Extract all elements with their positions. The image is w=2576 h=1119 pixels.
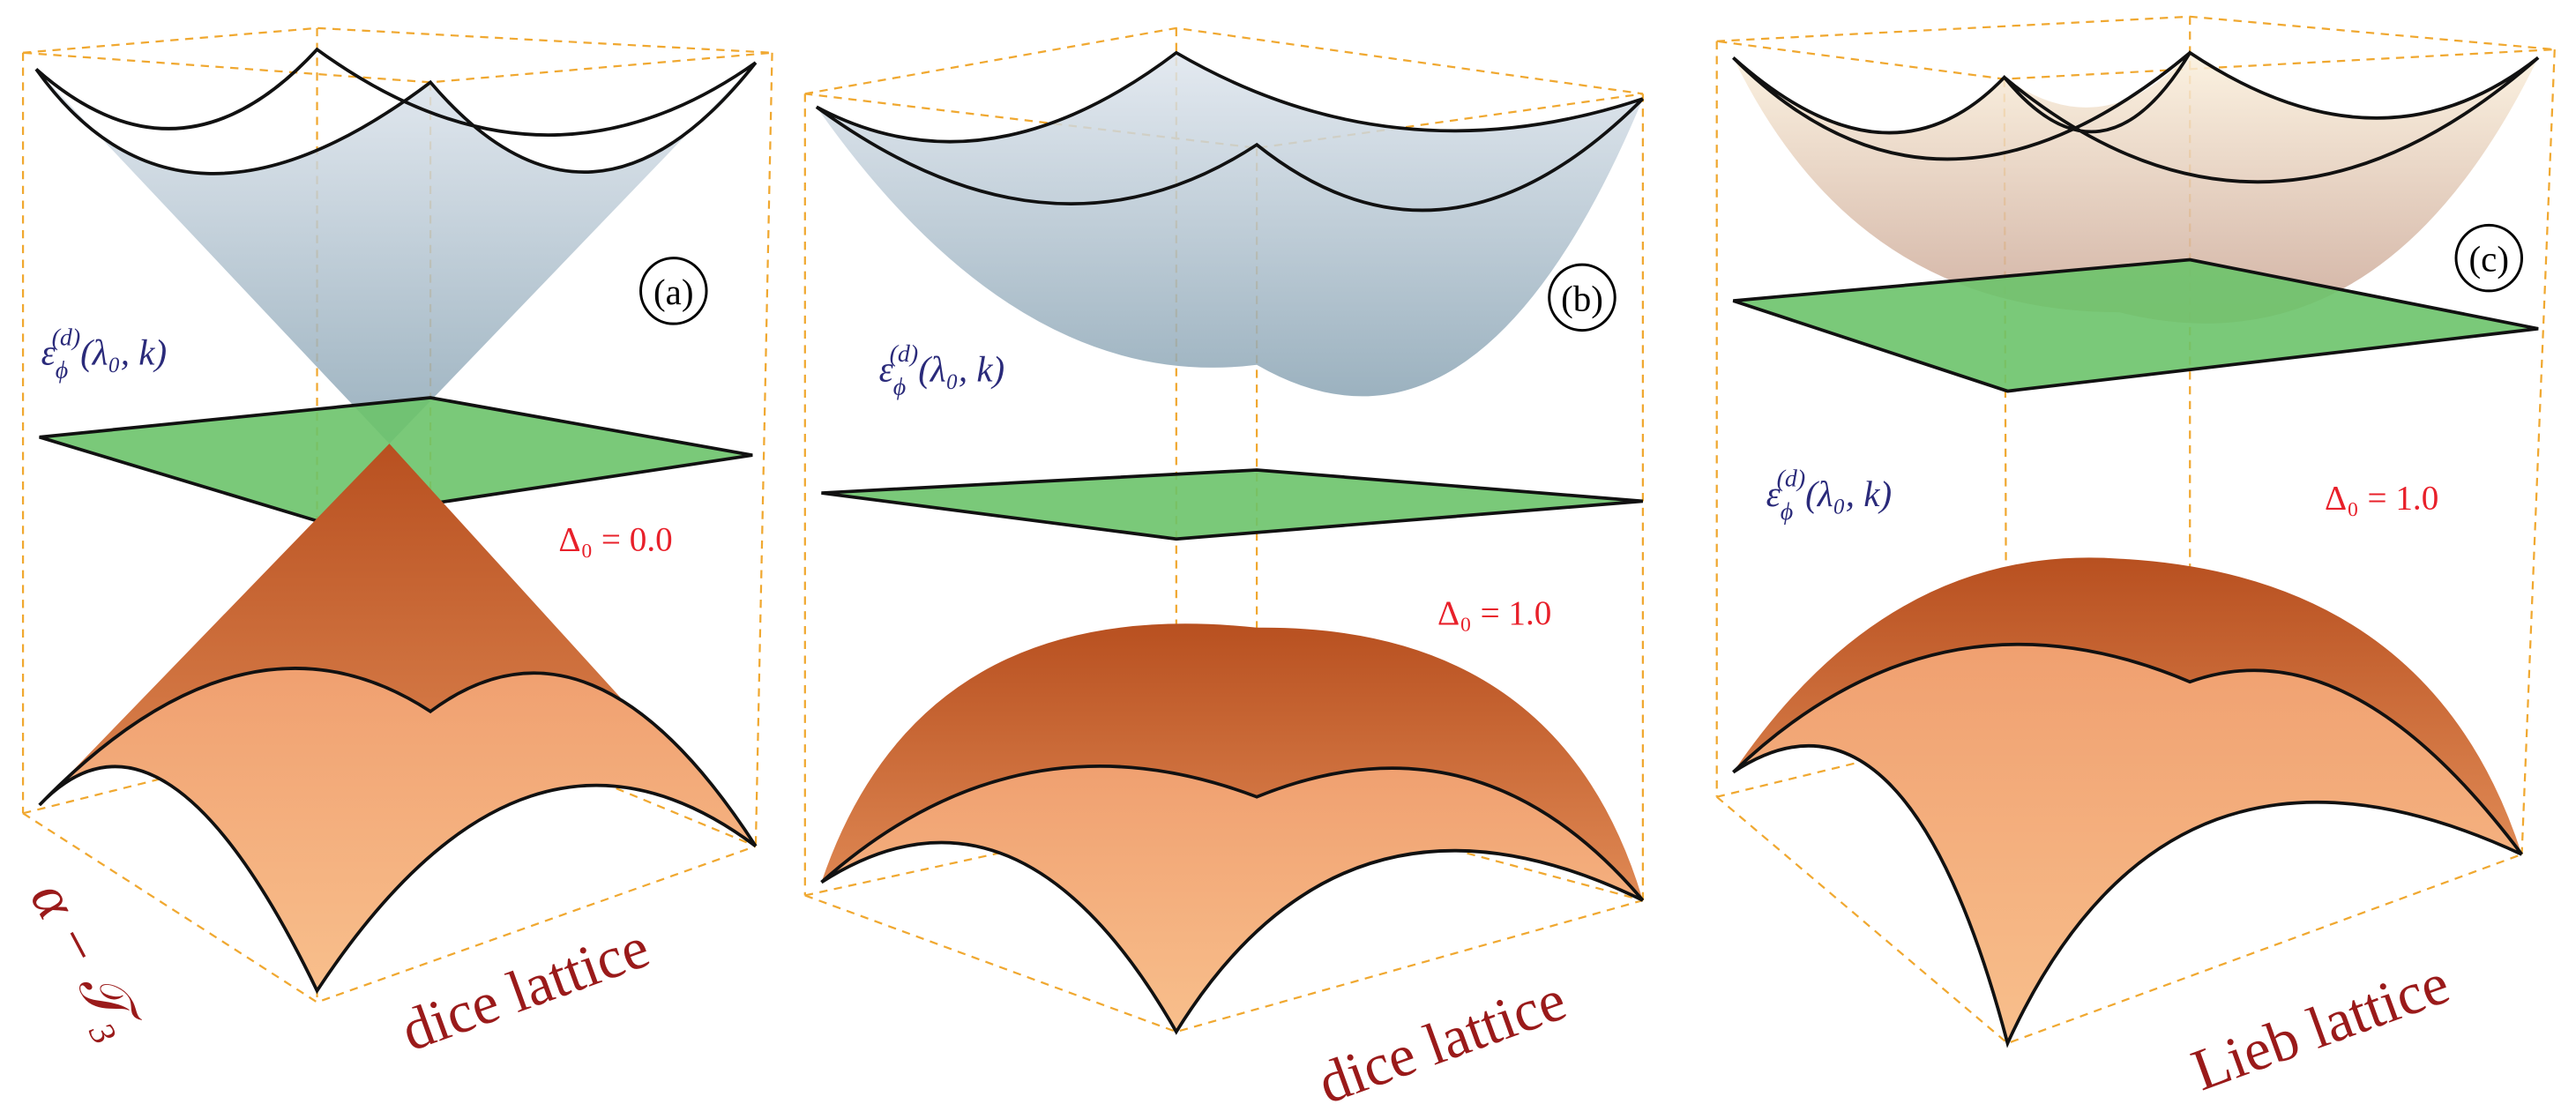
lattice-label: dice lattice bbox=[1310, 966, 1574, 1116]
lower-band-back bbox=[821, 623, 1643, 901]
label-circle bbox=[639, 257, 708, 325]
lower-band-front bbox=[1733, 644, 2522, 1044]
lower-band-back bbox=[1733, 557, 2522, 854]
arguments: (λ₀, k) bbox=[80, 332, 167, 373]
bounding-box bbox=[803, 26, 1645, 1033]
panel-label: (a) bbox=[653, 272, 693, 312]
label-circle bbox=[2454, 223, 2524, 293]
panel-c: (c) εϕ (d)(λ₀, k) Δ₀ = 1.0 Lieb lattice bbox=[1715, 15, 2556, 1103]
energy-label: εϕ (d)(λ₀, k) bbox=[41, 324, 168, 384]
energy-label: εϕ (d)(λ₀, k) bbox=[1766, 466, 1893, 526]
lattice-label: Lieb lattice bbox=[2184, 950, 2458, 1103]
lattice-label: dice lattice bbox=[392, 914, 657, 1063]
superscript: (d) bbox=[52, 324, 81, 351]
arguments: (λ₀, k) bbox=[1805, 474, 1892, 514]
upper-rim bbox=[1732, 50, 2540, 184]
upper-rim bbox=[34, 47, 758, 175]
lower-rim bbox=[38, 667, 758, 995]
subscript: ϕ bbox=[1781, 498, 1793, 526]
flat-band bbox=[821, 468, 1644, 541]
panel-a: (a) εϕ (d)(λ₀, k) Δ₀ = 0.0 dice lattice α… bbox=[18, 26, 773, 1064]
alpha-t3-label: α − 𝒯₃ bbox=[18, 870, 154, 1048]
symbol: ε bbox=[41, 332, 56, 373]
upper-band bbox=[35, 62, 756, 444]
symbol: ε bbox=[879, 348, 894, 389]
lower-rim bbox=[1732, 642, 2524, 1048]
symbol: ε bbox=[1766, 474, 1781, 514]
gap-label: Δ₀ = 1.0 bbox=[1437, 594, 1551, 632]
label-circle bbox=[1548, 263, 1617, 332]
energy-label: εϕ (d)(λ₀, k) bbox=[879, 340, 1005, 400]
subscript: ϕ bbox=[893, 373, 906, 400]
upper-band bbox=[816, 52, 1643, 397]
gap-label: Δ₀ = 1.0 bbox=[2325, 480, 2438, 518]
superscript: (d) bbox=[1777, 466, 1806, 493]
panel-label: (c) bbox=[2469, 239, 2509, 280]
upper-rim bbox=[815, 50, 1645, 213]
lower-band-back bbox=[39, 444, 756, 847]
subscript: ϕ bbox=[56, 357, 68, 384]
lower-band-front bbox=[39, 668, 756, 991]
lower-band-front bbox=[821, 765, 1643, 1033]
upper-band bbox=[1733, 52, 2539, 324]
arguments: (λ₀, k) bbox=[918, 348, 1004, 389]
superscript: (d) bbox=[890, 340, 919, 368]
flat-band bbox=[1732, 257, 2539, 393]
panel-label: (b) bbox=[1561, 278, 1603, 318]
gap-label: Δ₀ = 0.0 bbox=[558, 520, 672, 558]
panel-b: (b) εϕ (d)(λ₀, k) Δ₀ = 1.0 dice lattice bbox=[803, 26, 1645, 1116]
lower-rim bbox=[820, 765, 1645, 1035]
